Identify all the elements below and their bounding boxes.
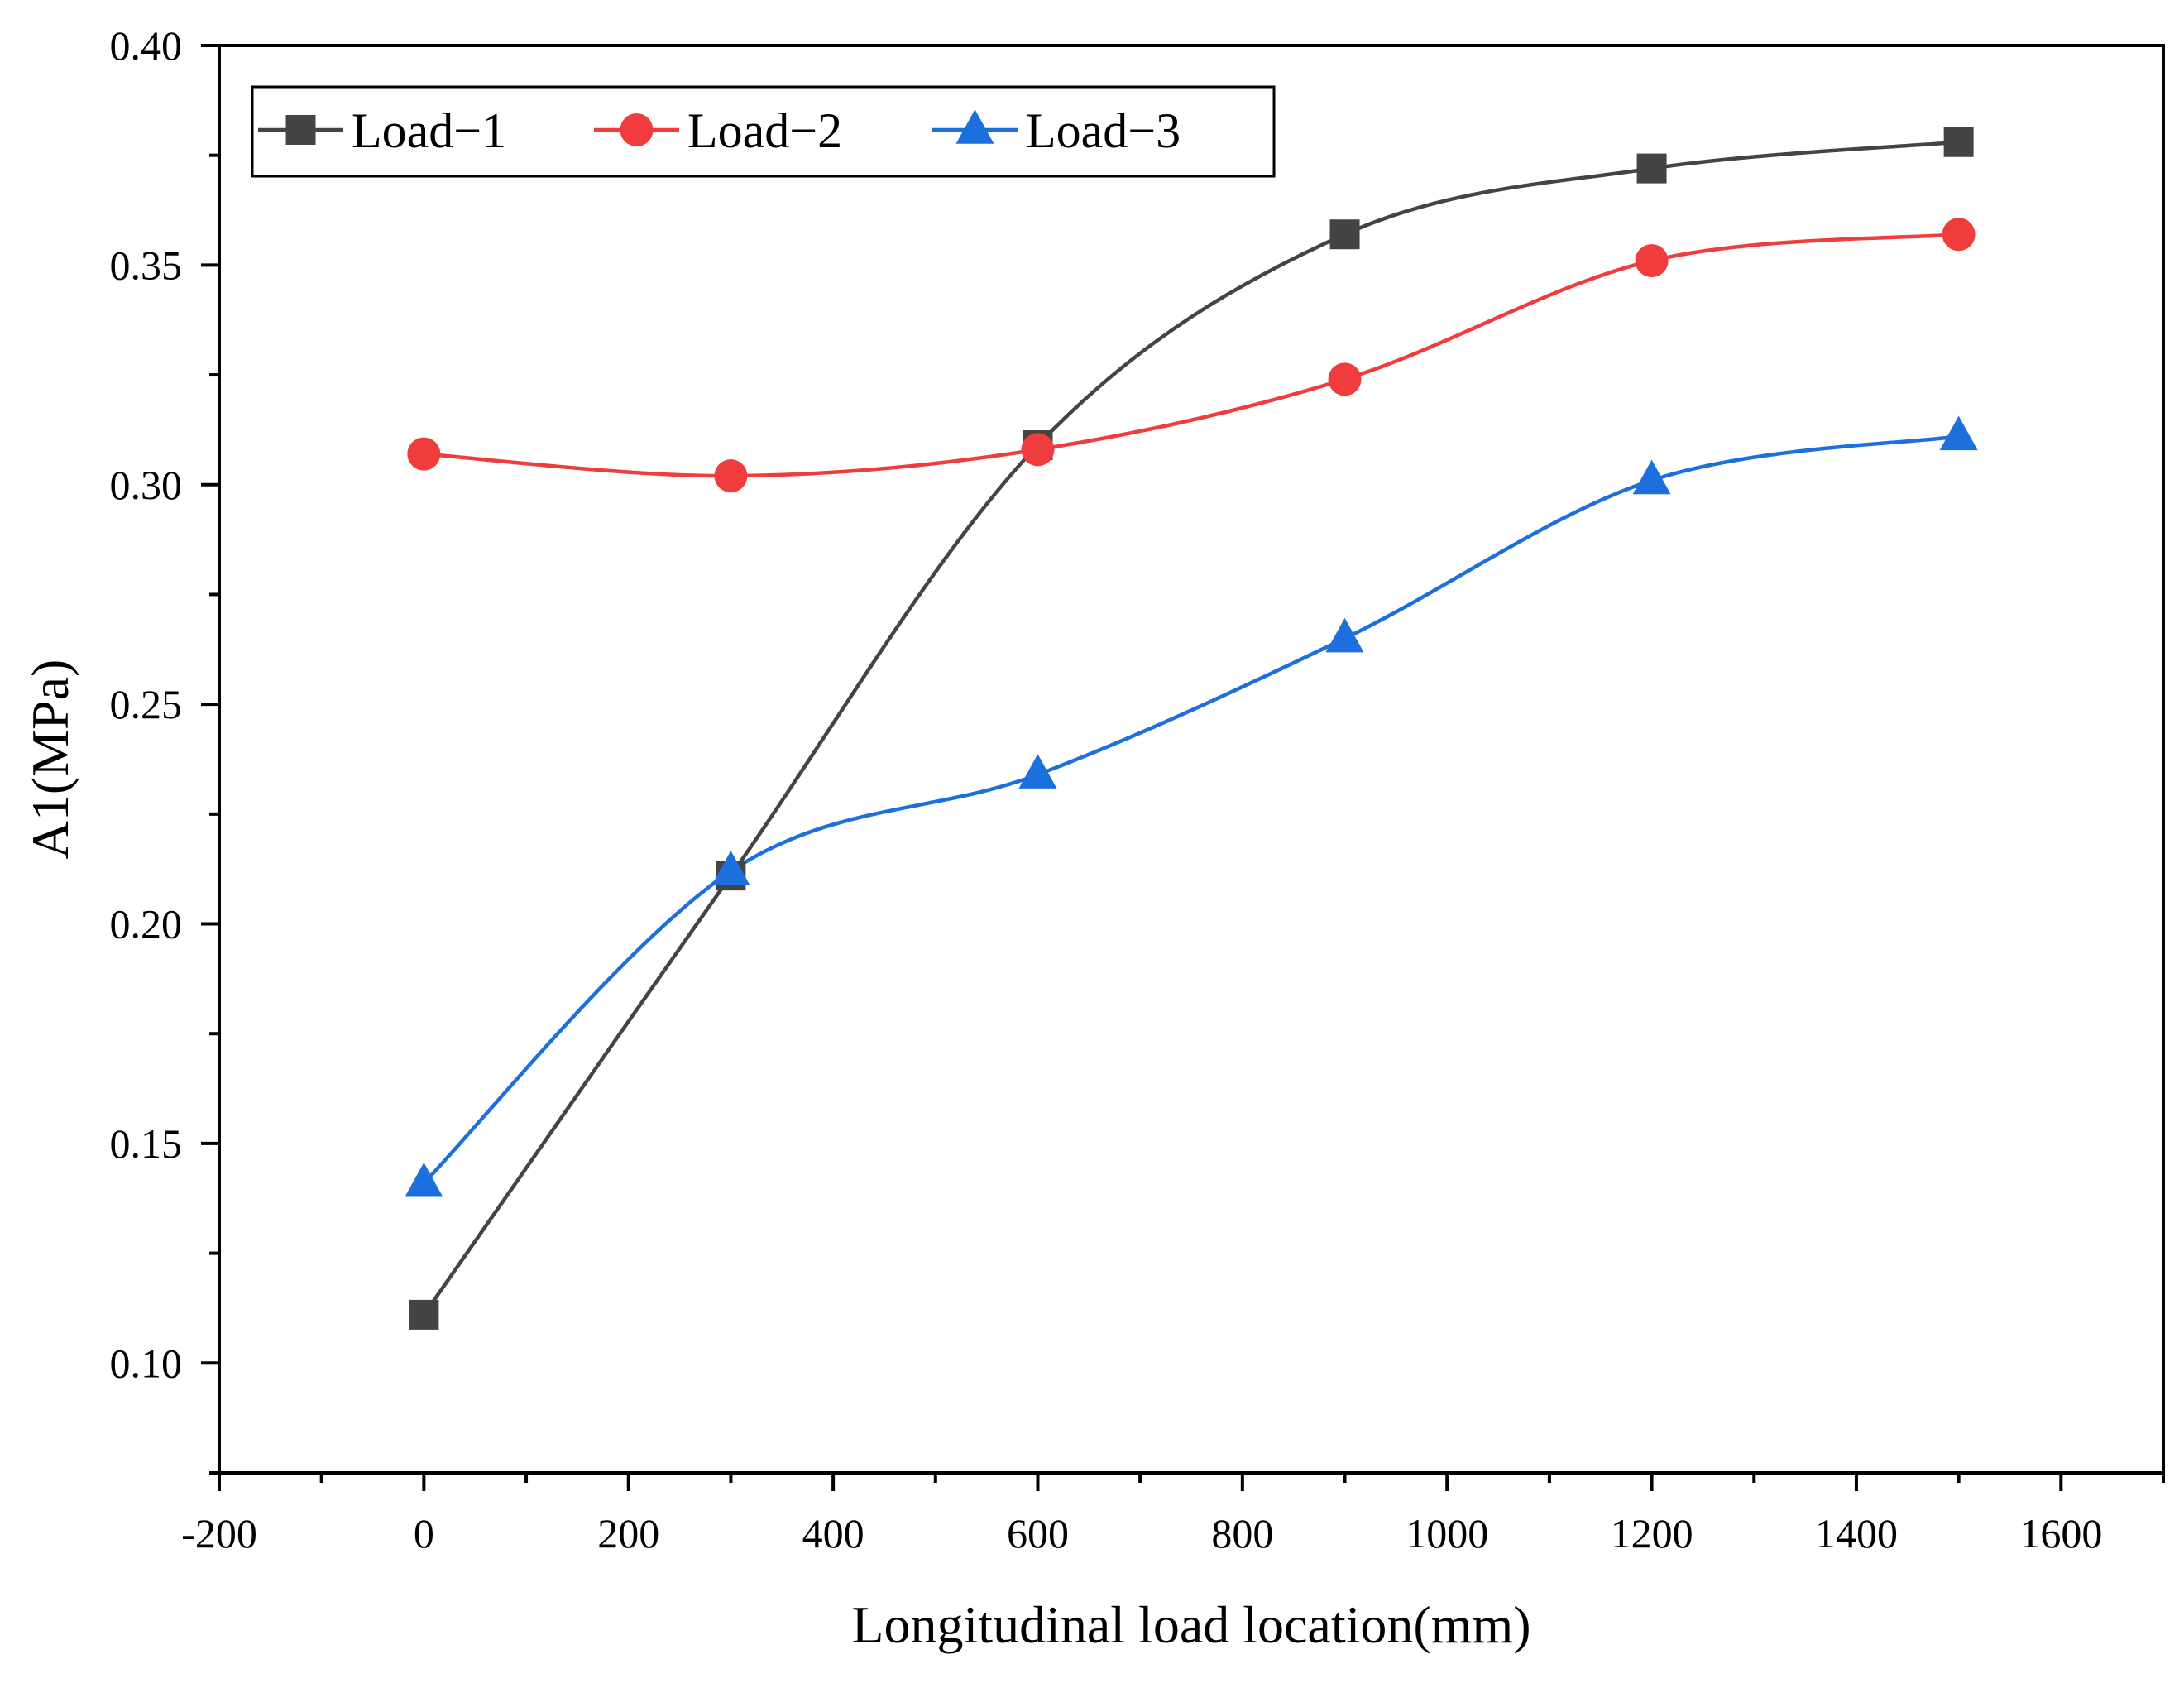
y-tick-label: 0.40 (110, 22, 183, 69)
x-tick-label: 200 (597, 1510, 659, 1556)
plot-area-frame (218, 44, 2165, 1475)
legend: Load−1 Load−2 Load−3 (251, 85, 1276, 178)
series-line-load-3 (422, 434, 1959, 1185)
data-point-load-2 (714, 459, 748, 493)
legend-marker-load-1 (285, 115, 316, 145)
legend-marker-load-2 (620, 113, 654, 146)
data-point-load-3 (405, 1162, 443, 1197)
data-point-load-3 (1632, 459, 1671, 495)
x-tick-label: 1600 (2019, 1510, 2102, 1556)
y-tick-label: 0.25 (110, 681, 183, 727)
x-tick-label: 0 (414, 1510, 434, 1556)
x-tick-label: 600 (1007, 1510, 1069, 1556)
x-tick-label: 400 (802, 1510, 864, 1556)
y-tick-label: 0.35 (110, 242, 183, 288)
legend-label-load-3: Load−3 (1026, 103, 1181, 158)
y-tick-labels: 0.10 0.15 0.20 0.25 0.30 0.35 0.40 (110, 22, 183, 1386)
data-point-load-3 (1018, 754, 1057, 789)
data-point-load-2 (407, 437, 441, 471)
x-tick-label: 800 (1211, 1510, 1273, 1556)
y-tick-label: 0.30 (110, 462, 183, 508)
y-tick-label: 0.15 (110, 1120, 183, 1167)
data-point-load-2 (1021, 433, 1055, 467)
data-point-load-1 (1943, 127, 1974, 157)
data-point-load-2 (1635, 244, 1669, 278)
series-line-load-1 (422, 140, 1959, 1316)
x-tick-label: 1200 (1611, 1510, 1693, 1556)
y-tick-label: 0.20 (110, 901, 183, 947)
x-axis-title: Longitudinal load location(mm) (851, 1595, 1530, 1654)
legend-box (251, 85, 1276, 178)
data-point-load-1 (409, 1299, 439, 1330)
x-tick-label: 1000 (1406, 1510, 1488, 1556)
y-tick-marks (201, 44, 219, 1475)
series-markers (405, 127, 1978, 1330)
x-tick-marks (218, 1473, 2165, 1491)
x-tick-label: -200 (181, 1510, 257, 1556)
y-axis-title: A1(MPa) (21, 659, 79, 860)
data-point-load-2 (1942, 218, 1976, 252)
data-point-load-3 (711, 851, 750, 885)
legend-marker-load-3 (956, 109, 994, 144)
series-line-load-2 (424, 232, 1959, 478)
legend-label-load-1: Load−1 (352, 103, 506, 158)
x-tick-label: 1400 (1815, 1510, 1898, 1556)
data-point-load-1 (1329, 219, 1360, 250)
series-lines (422, 140, 1959, 1316)
data-point-load-2 (1328, 362, 1362, 396)
legend-label-load-2: Load−2 (687, 103, 842, 158)
data-point-load-1 (1636, 153, 1667, 184)
data-point-load-3 (1939, 415, 1978, 451)
data-point-load-3 (1325, 617, 1364, 653)
y-tick-label: 0.10 (110, 1340, 183, 1386)
x-tick-labels: -200 0 200 400 600 800 1000 1200 1400 1600 (181, 1510, 2102, 1556)
